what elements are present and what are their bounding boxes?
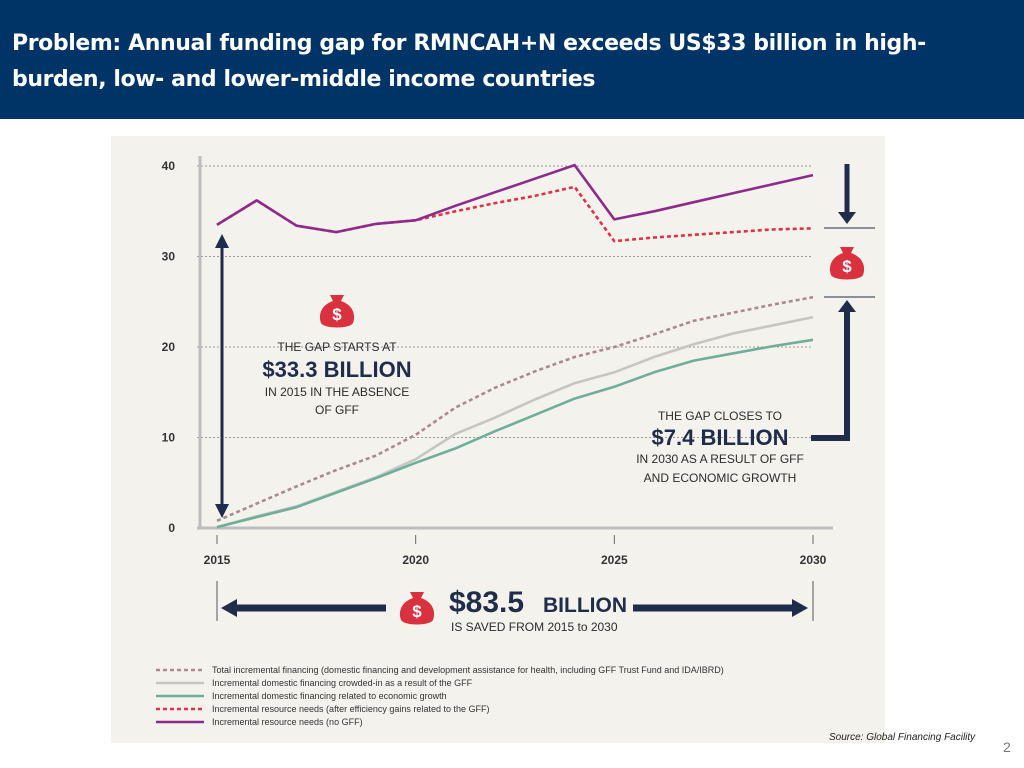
header-bar: Problem: Annual funding gap for RMNCAH+N… [0,0,1024,119]
y-tick-label: 20 [162,340,176,354]
series-line-1 [216,295,814,522]
gap-start-arrow [215,234,229,518]
y-tick-label: 30 [162,250,176,264]
x-tick-label: 2025 [601,553,628,567]
y-tick-label: 10 [162,431,176,445]
legend: Total incremental financing (domestic fi… [156,665,724,727]
legend-label-4: Incremental resource needs (after effici… [212,704,489,714]
x-tick-label: 2030 [800,553,827,567]
legend-label-2: Incremental domestic financing crowded-i… [212,678,473,688]
gap-start-line4: OF GFF [315,403,359,417]
legend-label-1: Total incremental financing (domestic fi… [212,665,724,675]
data-series [216,163,814,529]
source-note: Source: Global Financing Facility [829,732,976,743]
gap-close-line1: THE GAP CLOSES TO [658,409,782,423]
gap-close-annotation: THE GAP CLOSES TO $7.4 BILLION IN 2030 A… [636,409,804,485]
savings-amount: $83.5 [449,586,524,619]
legend-label-3: Incremental domestic financing related t… [212,691,447,701]
gap-close-bracket [811,164,875,441]
x-tick-label: 2015 [204,553,231,567]
gap-close-line3: IN 2030 AS A RESULT OF GFF [636,452,804,466]
money-bag-icon [319,295,355,328]
gap-start-line1: THE GAP STARTS AT [277,340,397,354]
x-tick-label: 2020 [402,553,429,567]
legend-label-5: Incremental resource needs (no GFF) [212,717,363,727]
grid-lines [197,165,813,438]
y-tick-label: 0 [168,521,175,535]
gap-start-amount: $33.3 BILLION [262,357,411,382]
savings-annotation: $83.5 BILLION IS SAVED FROM 2015 to 2030 [216,581,814,634]
savings-period: IS SAVED FROM 2015 to 2030 [451,620,618,634]
y-tick-label: 40 [162,159,176,173]
gap-close-amount: $7.4 BILLION [652,425,789,450]
page-number: 2 [1003,739,1011,755]
savings-unit: BILLION [543,594,627,617]
gap-start-line3: IN 2015 IN THE ABSENCE [265,385,410,399]
money-bag-icon-savings [399,592,435,625]
series-line-3 [216,338,814,529]
series-line-5 [216,163,814,234]
money-bag-icon-right [829,247,865,280]
gap-start-annotation: THE GAP STARTS AT $33.3 BILLION IN 2015 … [262,295,412,417]
page-title: Problem: Annual funding gap for RMNCAH+N… [12,31,926,92]
gap-close-line4: AND ECONOMIC GROWTH [644,471,797,485]
